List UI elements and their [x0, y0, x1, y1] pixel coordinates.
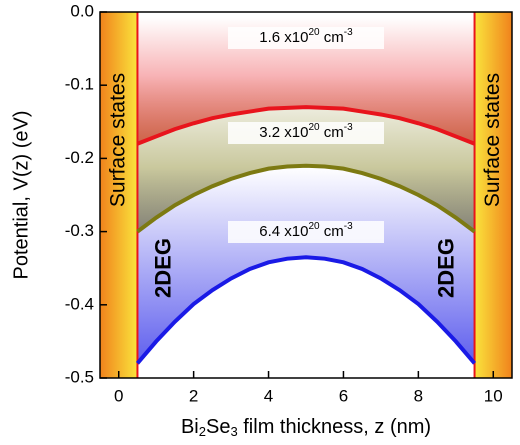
y-tick-label: 0.0: [70, 1, 94, 20]
label-part: 3.2 x10: [259, 124, 308, 141]
label-part: 6.4 x10: [259, 223, 308, 240]
x-axis-label: Bi2Se3 film thickness, z (nm): [181, 416, 431, 439]
plot-frame: [99, 11, 513, 379]
surface-panel: [474, 12, 512, 378]
potential-curve: [136, 163, 476, 234]
label-background: [228, 27, 384, 49]
concentration-label: 1.6 x1020 cm-3: [259, 27, 353, 46]
x-tick-label: 2: [189, 386, 198, 405]
surface-label: Surface states: [481, 73, 504, 207]
label-part: -3: [344, 27, 353, 38]
label-background: [228, 221, 384, 243]
label-background: [228, 122, 384, 144]
label-part: cm: [320, 29, 344, 46]
label-part: cm: [320, 124, 344, 141]
y-tick-label: -0.3: [65, 221, 94, 240]
layer-label: 2DEG: [433, 238, 458, 298]
x-tick-label: 10: [484, 386, 503, 405]
label-part: 1.6 x10: [259, 29, 308, 46]
y-tick-label: -0.5: [65, 367, 94, 386]
x-tick-label: 0: [114, 386, 123, 405]
surface-label: Surface states: [106, 73, 129, 207]
label-part: -3: [344, 221, 353, 232]
concentration-label: 6.4 x1020 cm-3: [259, 221, 353, 240]
label-part: -3: [344, 122, 353, 133]
x-tick-label: 6: [339, 386, 348, 405]
layer-label: 2DEG: [150, 238, 175, 298]
label-part: 20: [309, 27, 321, 38]
x-tick-label: 4: [264, 386, 273, 405]
concentration-label: 3.2 x1020 cm-3: [259, 122, 353, 141]
label-part: 20: [309, 221, 321, 232]
label-part: 20: [309, 122, 321, 133]
band-shade: [137, 167, 475, 364]
x-tick-label: 8: [414, 386, 423, 405]
surface-panel: [100, 12, 138, 378]
y-tick-label: -0.4: [65, 294, 94, 313]
potential-curve: [135, 255, 477, 365]
label-part: cm: [320, 223, 344, 240]
y-axis-label: Potential, V(z) (eV): [10, 111, 32, 280]
y-tick-label: -0.1: [65, 75, 94, 94]
y-tick-label: -0.2: [65, 148, 94, 167]
potential-curve: [136, 105, 476, 146]
